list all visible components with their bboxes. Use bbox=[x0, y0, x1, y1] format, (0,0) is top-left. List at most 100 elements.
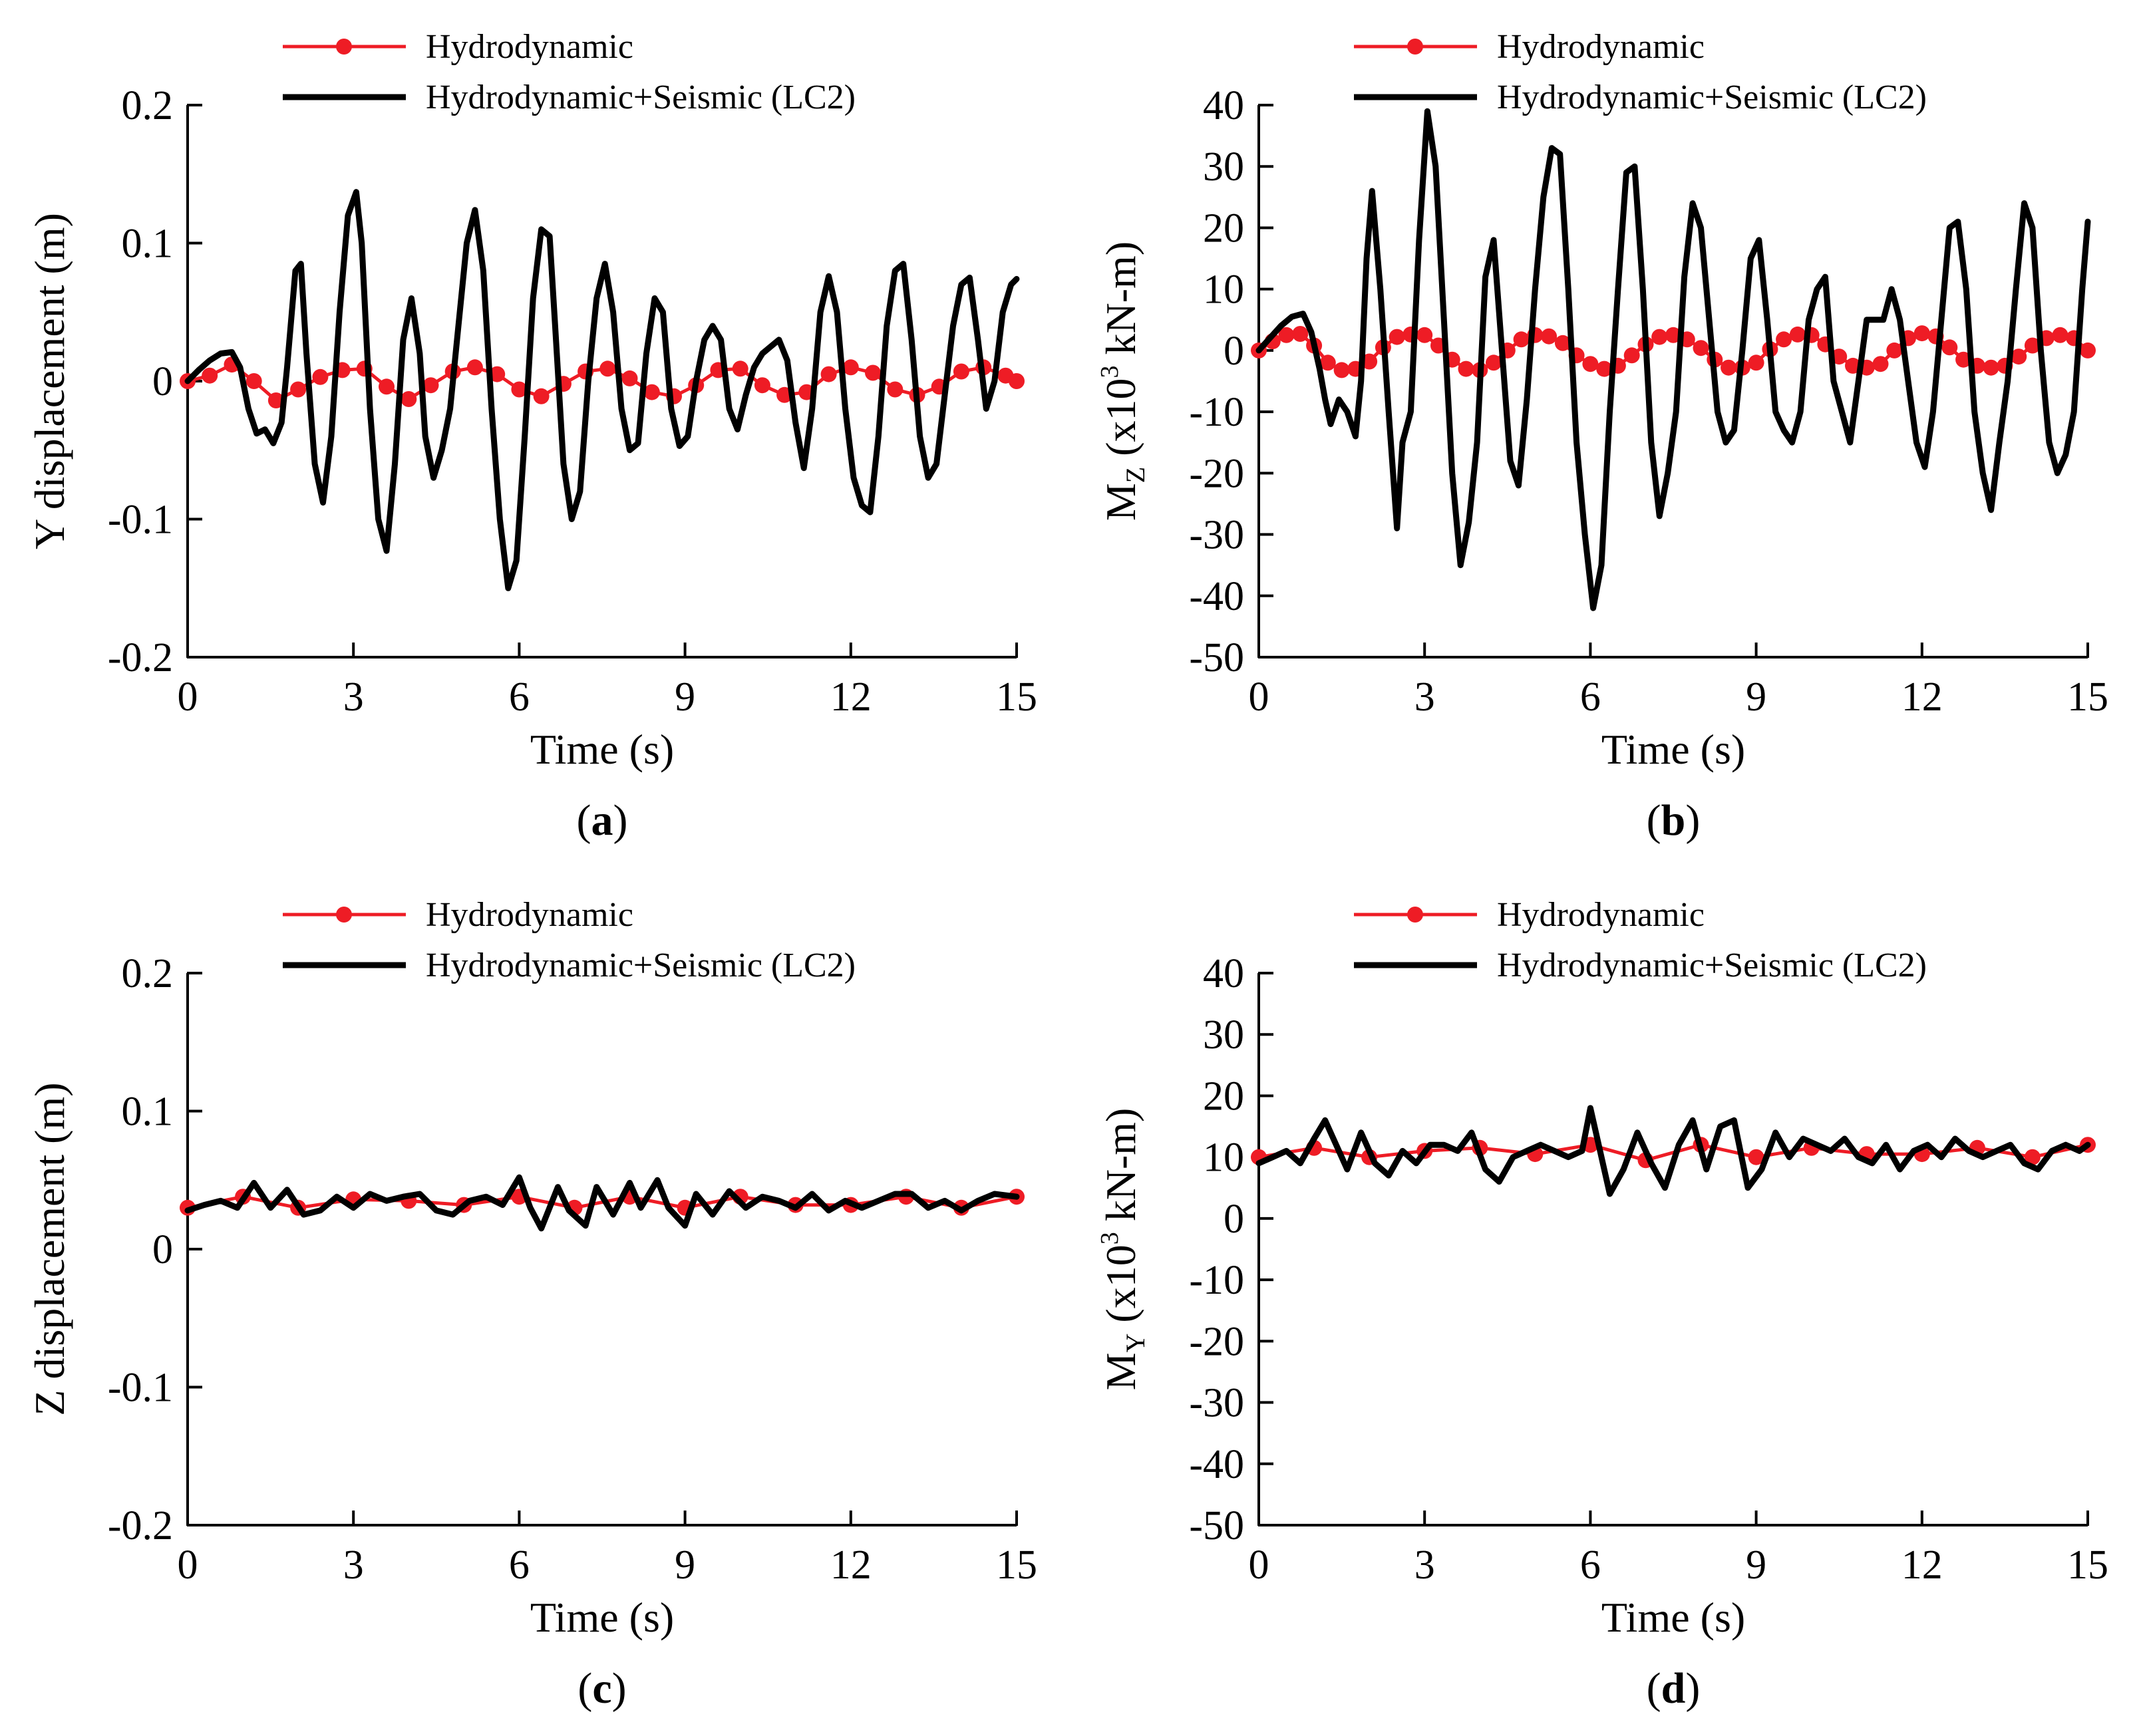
data-point-hydro bbox=[599, 361, 616, 377]
data-point-hydro bbox=[820, 366, 837, 382]
data-point-hydro bbox=[1416, 327, 1433, 343]
legend: Hydrodynamic Hydrodynamic+Seismic (LC2) bbox=[1354, 28, 1927, 116]
legend-combined-label: Hydrodynamic+Seismic (LC2) bbox=[426, 78, 856, 116]
data-point-hydro bbox=[422, 377, 439, 394]
panel-label-close: ) bbox=[613, 796, 628, 845]
axes: -50 -40 -30 -20 -10 0 10 20 30 40 0 3 6 9 12 15 bbox=[1189, 83, 2108, 720]
x-tick-label: 9 bbox=[1746, 674, 1766, 720]
y-axis-title: Z displacement (m) bbox=[26, 1082, 73, 1415]
data-point-hydro bbox=[1941, 339, 1958, 356]
x-tick-label: 15 bbox=[2067, 674, 2108, 720]
data-point-hydro bbox=[1582, 356, 1599, 372]
panel-a: Hydrodynamic Hydrodynamic+Seismic (LC2) -0… bbox=[0, 0, 1071, 868]
y-tick-label: 0.2 bbox=[122, 951, 174, 996]
data-point-hydro bbox=[1748, 355, 1764, 371]
data-point-hydro bbox=[1886, 342, 1903, 359]
panel-label: (a) bbox=[577, 796, 628, 845]
x-tick-label: 9 bbox=[1746, 1542, 1766, 1588]
data-point-hydro bbox=[489, 366, 506, 382]
series-line-combined bbox=[184, 1174, 1020, 1232]
legend: Hydrodynamic Hydrodynamic+Seismic (LC2) bbox=[283, 28, 856, 116]
y-tick-label: -30 bbox=[1189, 513, 1244, 558]
panel-label-open: ( bbox=[1647, 796, 1661, 845]
axes: -0.2 -0.1 0 0.1 0.2 0 3 6 9 12 15 bbox=[108, 951, 1037, 1588]
x-tick-label: 0 bbox=[178, 1542, 198, 1588]
data-point-hydro bbox=[1361, 353, 1378, 370]
data-point-hydro bbox=[2011, 349, 2027, 365]
y-tick-label: 0.2 bbox=[122, 83, 174, 128]
data-point-hydro bbox=[1651, 329, 1668, 345]
series-combined bbox=[184, 189, 1020, 591]
x-tick-label: 6 bbox=[1580, 1542, 1601, 1588]
y-title-middle: (x10 bbox=[1097, 378, 1144, 466]
data-point-hydro bbox=[267, 392, 284, 408]
y-tick-label: -20 bbox=[1189, 1319, 1244, 1364]
legend-hydro-marker bbox=[1407, 39, 1423, 55]
y-title-base: M bbox=[1097, 483, 1144, 521]
data-point-hydro bbox=[1693, 340, 1709, 357]
data-point-hydro bbox=[1748, 1149, 1764, 1165]
y-axis-title: MZ (x103 kN-m) bbox=[1096, 241, 1150, 521]
data-point-hydro bbox=[1486, 355, 1502, 371]
data-point-hydro bbox=[1458, 361, 1474, 377]
data-point-hydro bbox=[1319, 355, 1336, 371]
y-tick-label: 30 bbox=[1203, 1012, 1244, 1058]
legend-hydro-marker bbox=[1407, 907, 1423, 923]
x-tick-label: 9 bbox=[675, 1542, 695, 1588]
legend-hydro-label: Hydrodynamic bbox=[1497, 28, 1705, 66]
x-axis-title: Time (s) bbox=[530, 1594, 674, 1641]
y-tick-label: -40 bbox=[1189, 574, 1244, 619]
y-tick-label: 0 bbox=[152, 1227, 173, 1272]
data-point-hydro bbox=[887, 381, 904, 398]
y-tick-label: 0 bbox=[152, 359, 173, 404]
x-tick-label: 3 bbox=[343, 674, 364, 720]
y-tick-label: 10 bbox=[1203, 1135, 1244, 1181]
panel-label: (b) bbox=[1647, 796, 1701, 845]
data-point-hydro bbox=[1623, 347, 1640, 364]
panel-label-close: ) bbox=[612, 1664, 627, 1713]
x-axis-title: Time (s) bbox=[1601, 1594, 1745, 1641]
data-point-hydro bbox=[1831, 349, 1848, 365]
data-point-hydro bbox=[1292, 326, 1309, 342]
x-tick-label: 6 bbox=[1580, 674, 1601, 720]
y-title-end: kN-m) bbox=[1097, 241, 1144, 366]
x-tick-label: 0 bbox=[1249, 1542, 1269, 1588]
data-point-hydro bbox=[643, 384, 660, 400]
panel-label: (d) bbox=[1647, 1664, 1701, 1713]
x-axis-title: Time (s) bbox=[530, 726, 674, 773]
x-tick-label: 9 bbox=[675, 674, 695, 720]
axes: -0.2 -0.1 0 0.1 0.2 0 3 6 9 12 15 bbox=[108, 83, 1037, 720]
legend-hydro-label: Hydrodynamic bbox=[426, 896, 633, 934]
x-tick-label: 12 bbox=[830, 1542, 872, 1588]
y-tick-label: 0.1 bbox=[122, 221, 174, 267]
data-point-hydro bbox=[953, 363, 969, 380]
x-tick-label: 0 bbox=[1249, 674, 1269, 720]
y-tick-label: 0 bbox=[1224, 329, 1244, 374]
data-point-hydro bbox=[1665, 327, 1681, 343]
x-tick-label: 6 bbox=[509, 1542, 530, 1588]
data-point-hydro bbox=[202, 367, 218, 384]
data-point-hydro bbox=[1776, 331, 1792, 348]
data-point-hydro bbox=[621, 370, 638, 386]
panel-d: Hydrodynamic Hydrodynamic+Seismic (LC2) -5… bbox=[1071, 868, 2142, 1736]
legend-hydro-marker bbox=[336, 907, 352, 923]
legend-hydro-marker bbox=[336, 39, 352, 55]
panel-label-letter: a bbox=[591, 796, 613, 845]
data-point-hydro bbox=[732, 361, 748, 377]
data-point-hydro bbox=[1596, 361, 1613, 377]
y-tick-label: -10 bbox=[1189, 390, 1244, 435]
legend-combined-label: Hydrodynamic+Seismic (LC2) bbox=[1497, 78, 1927, 116]
y-axis-title: Y displacement (m) bbox=[26, 213, 73, 549]
y-tick-label: 20 bbox=[1203, 1074, 1244, 1119]
panel-label-letter: d bbox=[1661, 1664, 1686, 1713]
data-point-hydro bbox=[2052, 327, 2068, 343]
data-point-hydro bbox=[865, 364, 881, 381]
y-tick-label: 40 bbox=[1203, 951, 1244, 996]
panel-label-letter: c bbox=[592, 1664, 611, 1713]
y-tick-label: -0.1 bbox=[108, 1366, 173, 1411]
data-point-hydro bbox=[466, 359, 483, 376]
y-title-subscript: Y bbox=[1120, 1334, 1150, 1353]
data-point-hydro bbox=[842, 359, 859, 376]
